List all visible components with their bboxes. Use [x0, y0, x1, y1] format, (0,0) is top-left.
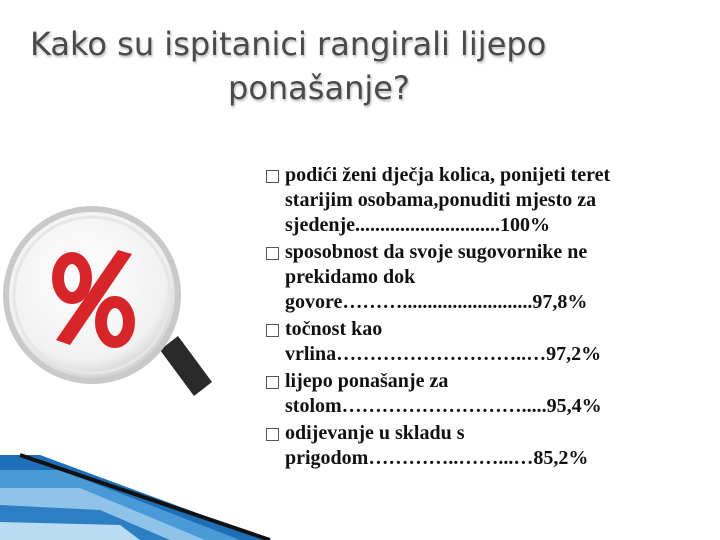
item-text-line: starijim osobama,ponuditi mjesto za: [285, 189, 597, 211]
item-text-line: sposobnost da svoje sugovornike ne: [285, 241, 588, 263]
item-text-line: sjedenje.............................100…: [285, 214, 550, 236]
title-line: Kako su ispitanici rangirali lijepo: [30, 25, 547, 63]
item-text-line: podići ženi dječja kolica, ponijeti tere…: [285, 164, 611, 186]
title-line: ponašanje?: [228, 69, 410, 107]
bullet-item: sposobnost da svoje sugovornike ne prekid…: [266, 240, 610, 315]
bullet-item: lijepo ponašanje za stolom……………………….....9…: [266, 369, 610, 419]
item-text-line: vrlina………………………..…97,2%: [285, 343, 602, 365]
item-text-line: prigodom…………..……...…85,2%: [285, 447, 589, 469]
bullet-box: [266, 376, 279, 389]
item-text-line: točnost kao: [285, 318, 383, 340]
bullet-list: podići ženi dječja kolica, ponijeti tere…: [266, 163, 610, 473]
bullet-box: [266, 170, 279, 183]
bullet-box: [266, 324, 279, 337]
magnifier-icon: [3, 206, 212, 396]
bullet-box: [266, 247, 279, 260]
item-text-line: govore………..........................97,8%: [285, 291, 588, 313]
corner-stripes: [0, 453, 271, 540]
bullet-item: točnost kao vrlina………………………..…97,2%: [266, 317, 610, 367]
bullet-item: odijevanje u skladu s prigodom…………..……...…: [266, 421, 610, 471]
bullet-box: [266, 428, 279, 441]
bullet-item: podići ženi dječja kolica, ponijeti tere…: [266, 163, 610, 238]
item-text-line: lijepo ponašanje za: [285, 370, 449, 392]
item-text-line: prekidamo dok: [285, 266, 416, 288]
item-text-line: odijevanje u skladu s: [285, 422, 465, 444]
title: Kako su ispitanici rangirali lijepo ponaš…: [0, 22, 650, 110]
item-text-line: stolom……………………….....95,4%: [285, 395, 602, 417]
